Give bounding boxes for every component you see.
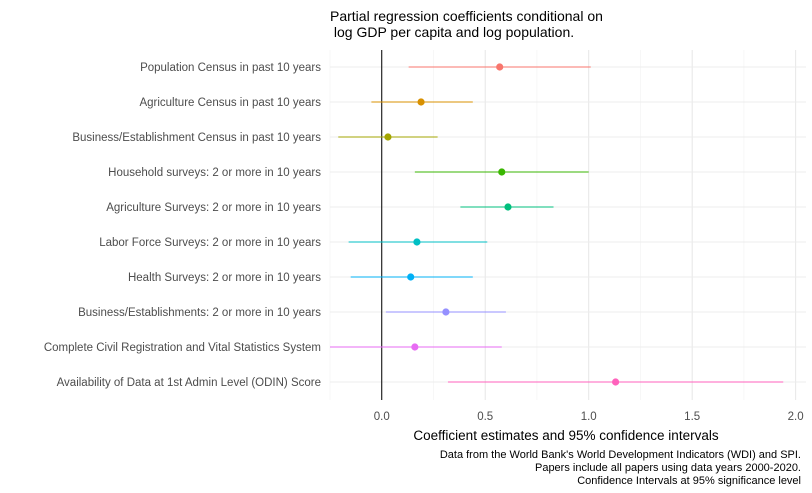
x-tick-label: 0.0 xyxy=(374,411,390,423)
y-axis-labels: Population Census in past 10 years Agricu… xyxy=(44,62,321,389)
y-axis-label: Complete Civil Registration and Vital St… xyxy=(44,342,321,354)
y-axis-label: Household surveys: 2 or more in 10 years xyxy=(108,167,321,179)
caption-line-1: Data from the World Bank's World Develop… xyxy=(440,449,801,461)
x-tick-label: 1.0 xyxy=(581,411,597,423)
x-tick-label: 2.0 xyxy=(788,411,804,423)
x-tick-label: 0.5 xyxy=(477,411,493,423)
y-axis-label: Population Census in past 10 years xyxy=(140,62,321,74)
coefficient-point xyxy=(496,63,504,71)
y-axis-label: Labor Force Surveys: 2 or more in 10 yea… xyxy=(99,237,321,249)
y-axis-label: Agriculture Surveys: 2 or more in 10 yea… xyxy=(106,202,321,214)
coefficient-points xyxy=(384,63,620,386)
x-axis-tick-labels: 0.0 0.5 1.0 1.5 2.0 xyxy=(374,411,804,423)
coefficient-point xyxy=(498,168,506,176)
caption-line-2: Papers include all papers using data yea… xyxy=(535,462,801,474)
caption-line-3: Confidence Intervals at 95% significance… xyxy=(577,475,801,487)
y-axis-label: Agriculture Census in past 10 years xyxy=(139,97,321,109)
coefficient-point xyxy=(407,273,415,281)
coefficient-point xyxy=(413,238,421,246)
y-axis-label: Availability of Data at 1st Admin Level … xyxy=(57,377,321,389)
x-tick-label: 1.5 xyxy=(684,411,700,423)
y-axis-label: Business/Establishment Census in past 10… xyxy=(72,132,321,144)
coefficient-point xyxy=(384,133,392,141)
chart-title-line-2: log GDP per capita and log population. xyxy=(330,24,574,40)
y-axis-label: Health Surveys: 2 or more in 10 years xyxy=(128,272,321,284)
y-axis-label: Business/Establishments: 2 or more in 10… xyxy=(78,307,321,319)
coefficient-point xyxy=(442,308,450,316)
chart-title-line-1: Partial regression coefficients conditio… xyxy=(330,8,603,24)
coefficient-point xyxy=(411,343,419,351)
coefficient-point xyxy=(504,203,512,211)
coefficient-point xyxy=(417,98,425,106)
coefficient-point xyxy=(612,378,620,386)
x-axis-label: Coefficient estimates and 95% confidence… xyxy=(413,428,718,443)
confidence-intervals xyxy=(330,66,784,383)
